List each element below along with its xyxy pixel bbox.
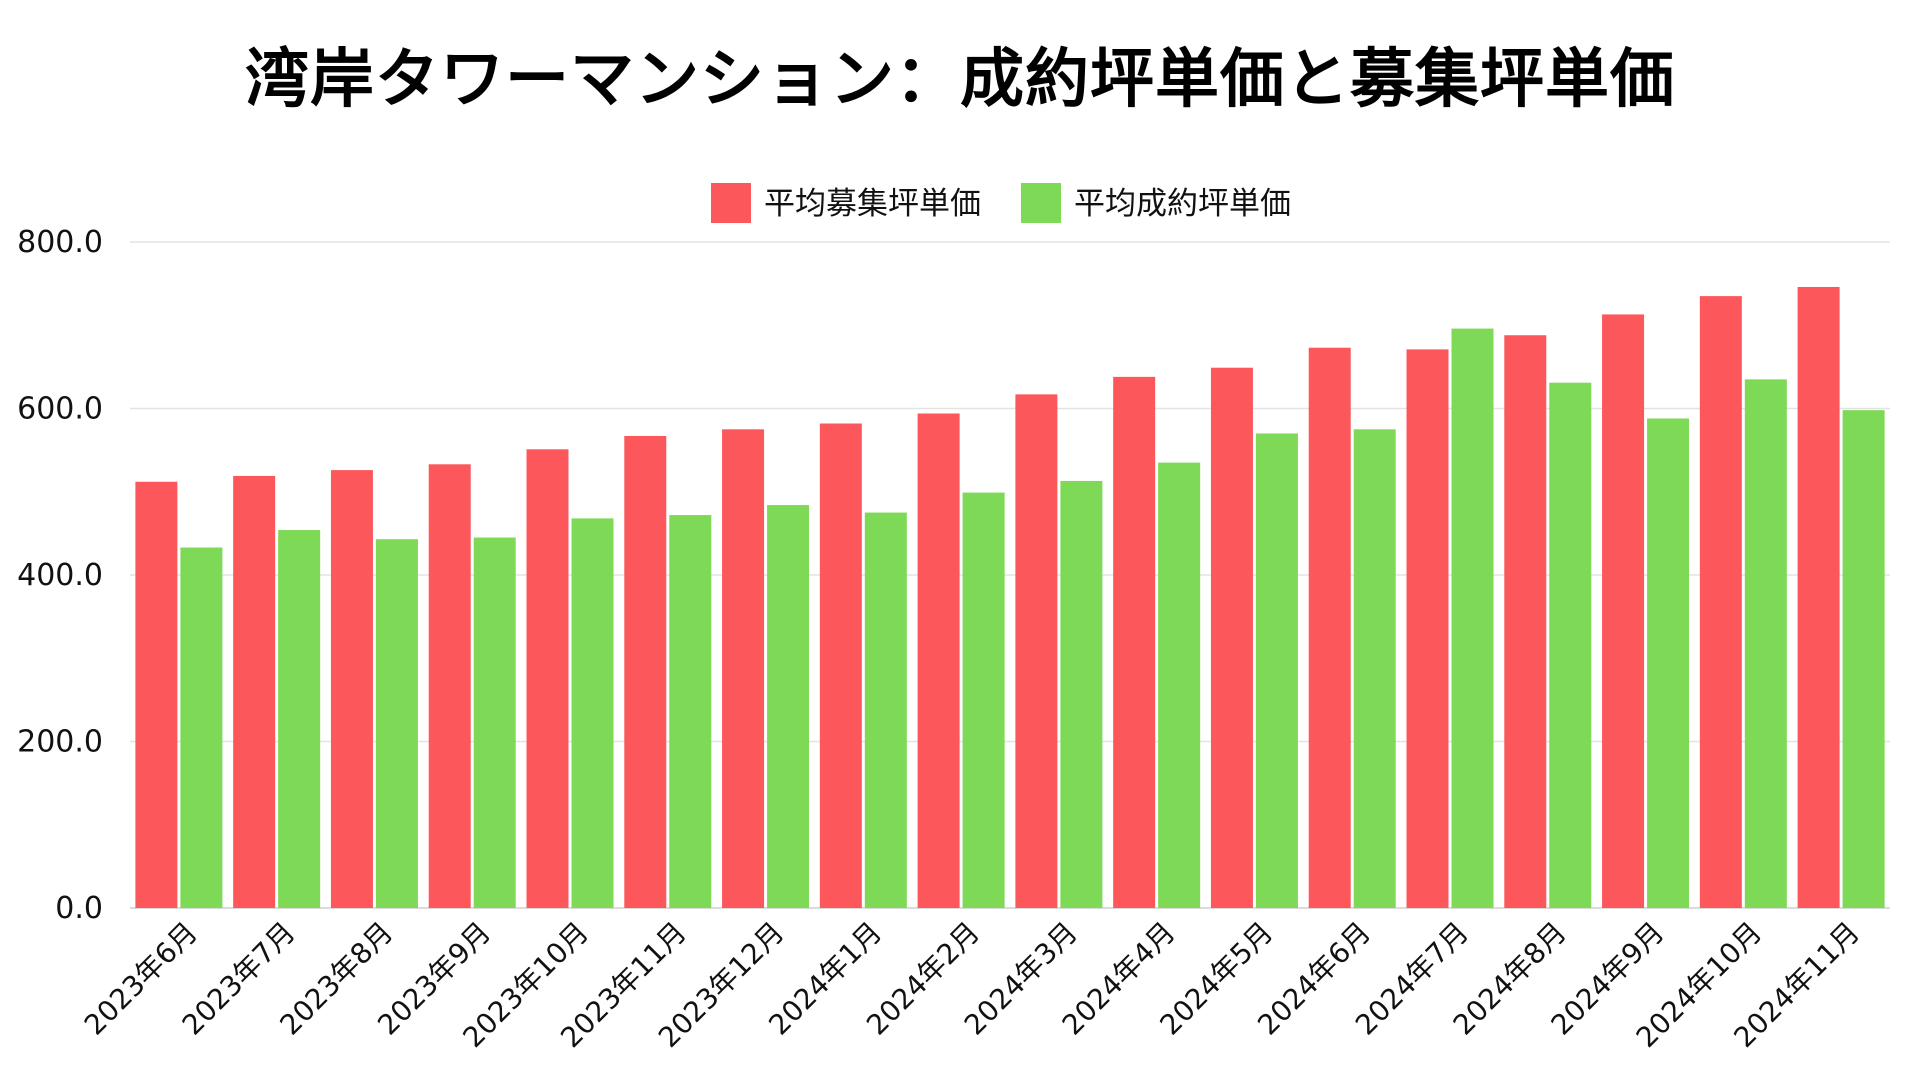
bar-listing <box>1406 349 1449 909</box>
y-tick-label: 800.0 <box>17 225 103 260</box>
y-tick-label: 400.0 <box>17 558 103 593</box>
bar-contract <box>473 537 516 908</box>
bar-listing <box>819 423 862 908</box>
bar-listing <box>722 429 765 908</box>
bar-contract <box>767 505 810 908</box>
bar-contract <box>1158 462 1201 908</box>
bar-contract <box>1255 433 1298 908</box>
bar-listing <box>1602 314 1645 908</box>
chart-title: 湾岸タワーマンション：成約坪単価と募集坪単価 <box>245 43 1675 117</box>
bar-contract <box>1353 429 1396 908</box>
y-tick-label: 0.0 <box>55 891 103 926</box>
bar-contract <box>278 530 321 908</box>
bar-contract <box>1842 410 1885 908</box>
bar-listing <box>1699 296 1742 908</box>
bar-listing <box>1113 376 1156 908</box>
bar-listing <box>135 481 178 908</box>
bar-listing <box>1504 335 1547 908</box>
bar-contract <box>1451 328 1494 909</box>
bar-listing <box>330 470 373 908</box>
legend-swatch <box>711 183 751 223</box>
bar-listing <box>1797 286 1840 909</box>
y-axis-ticks: 0.0 200.0 400.0 600.0 800.0 <box>17 225 103 926</box>
bar-contract <box>864 512 907 908</box>
legend: 平均募集坪単価 平均成約坪単価 <box>711 183 1291 223</box>
bar-contract <box>180 547 223 908</box>
bar-listing <box>233 475 276 908</box>
legend-swatch <box>1021 183 1061 223</box>
bar-contract <box>1060 480 1103 908</box>
bar-listing <box>1308 347 1351 908</box>
bar-series <box>135 286 1885 909</box>
bar-contract <box>962 492 1005 908</box>
bar-listing <box>1015 394 1058 908</box>
bar-listing <box>428 464 471 908</box>
bar-contract <box>375 539 418 908</box>
x-axis-ticks: 2023年6月2023年7月2023年8月2023年9月2023年10月2023… <box>78 916 1866 1055</box>
legend-label: 平均成約坪単価 <box>1074 186 1291 222</box>
bar-listing <box>624 435 667 908</box>
y-tick-label: 600.0 <box>17 392 103 427</box>
legend-label: 平均募集坪単価 <box>764 186 981 222</box>
y-tick-label: 200.0 <box>17 725 103 760</box>
bar-listing <box>1210 367 1253 908</box>
bar-contract <box>1744 379 1787 908</box>
bar-contract <box>1549 382 1592 908</box>
bar-listing <box>917 413 960 908</box>
bar-contract <box>669 515 712 908</box>
gridlines <box>130 241 1890 909</box>
bar-contract <box>1647 418 1690 908</box>
bar-contract <box>571 518 614 908</box>
bar-listing <box>526 449 569 908</box>
